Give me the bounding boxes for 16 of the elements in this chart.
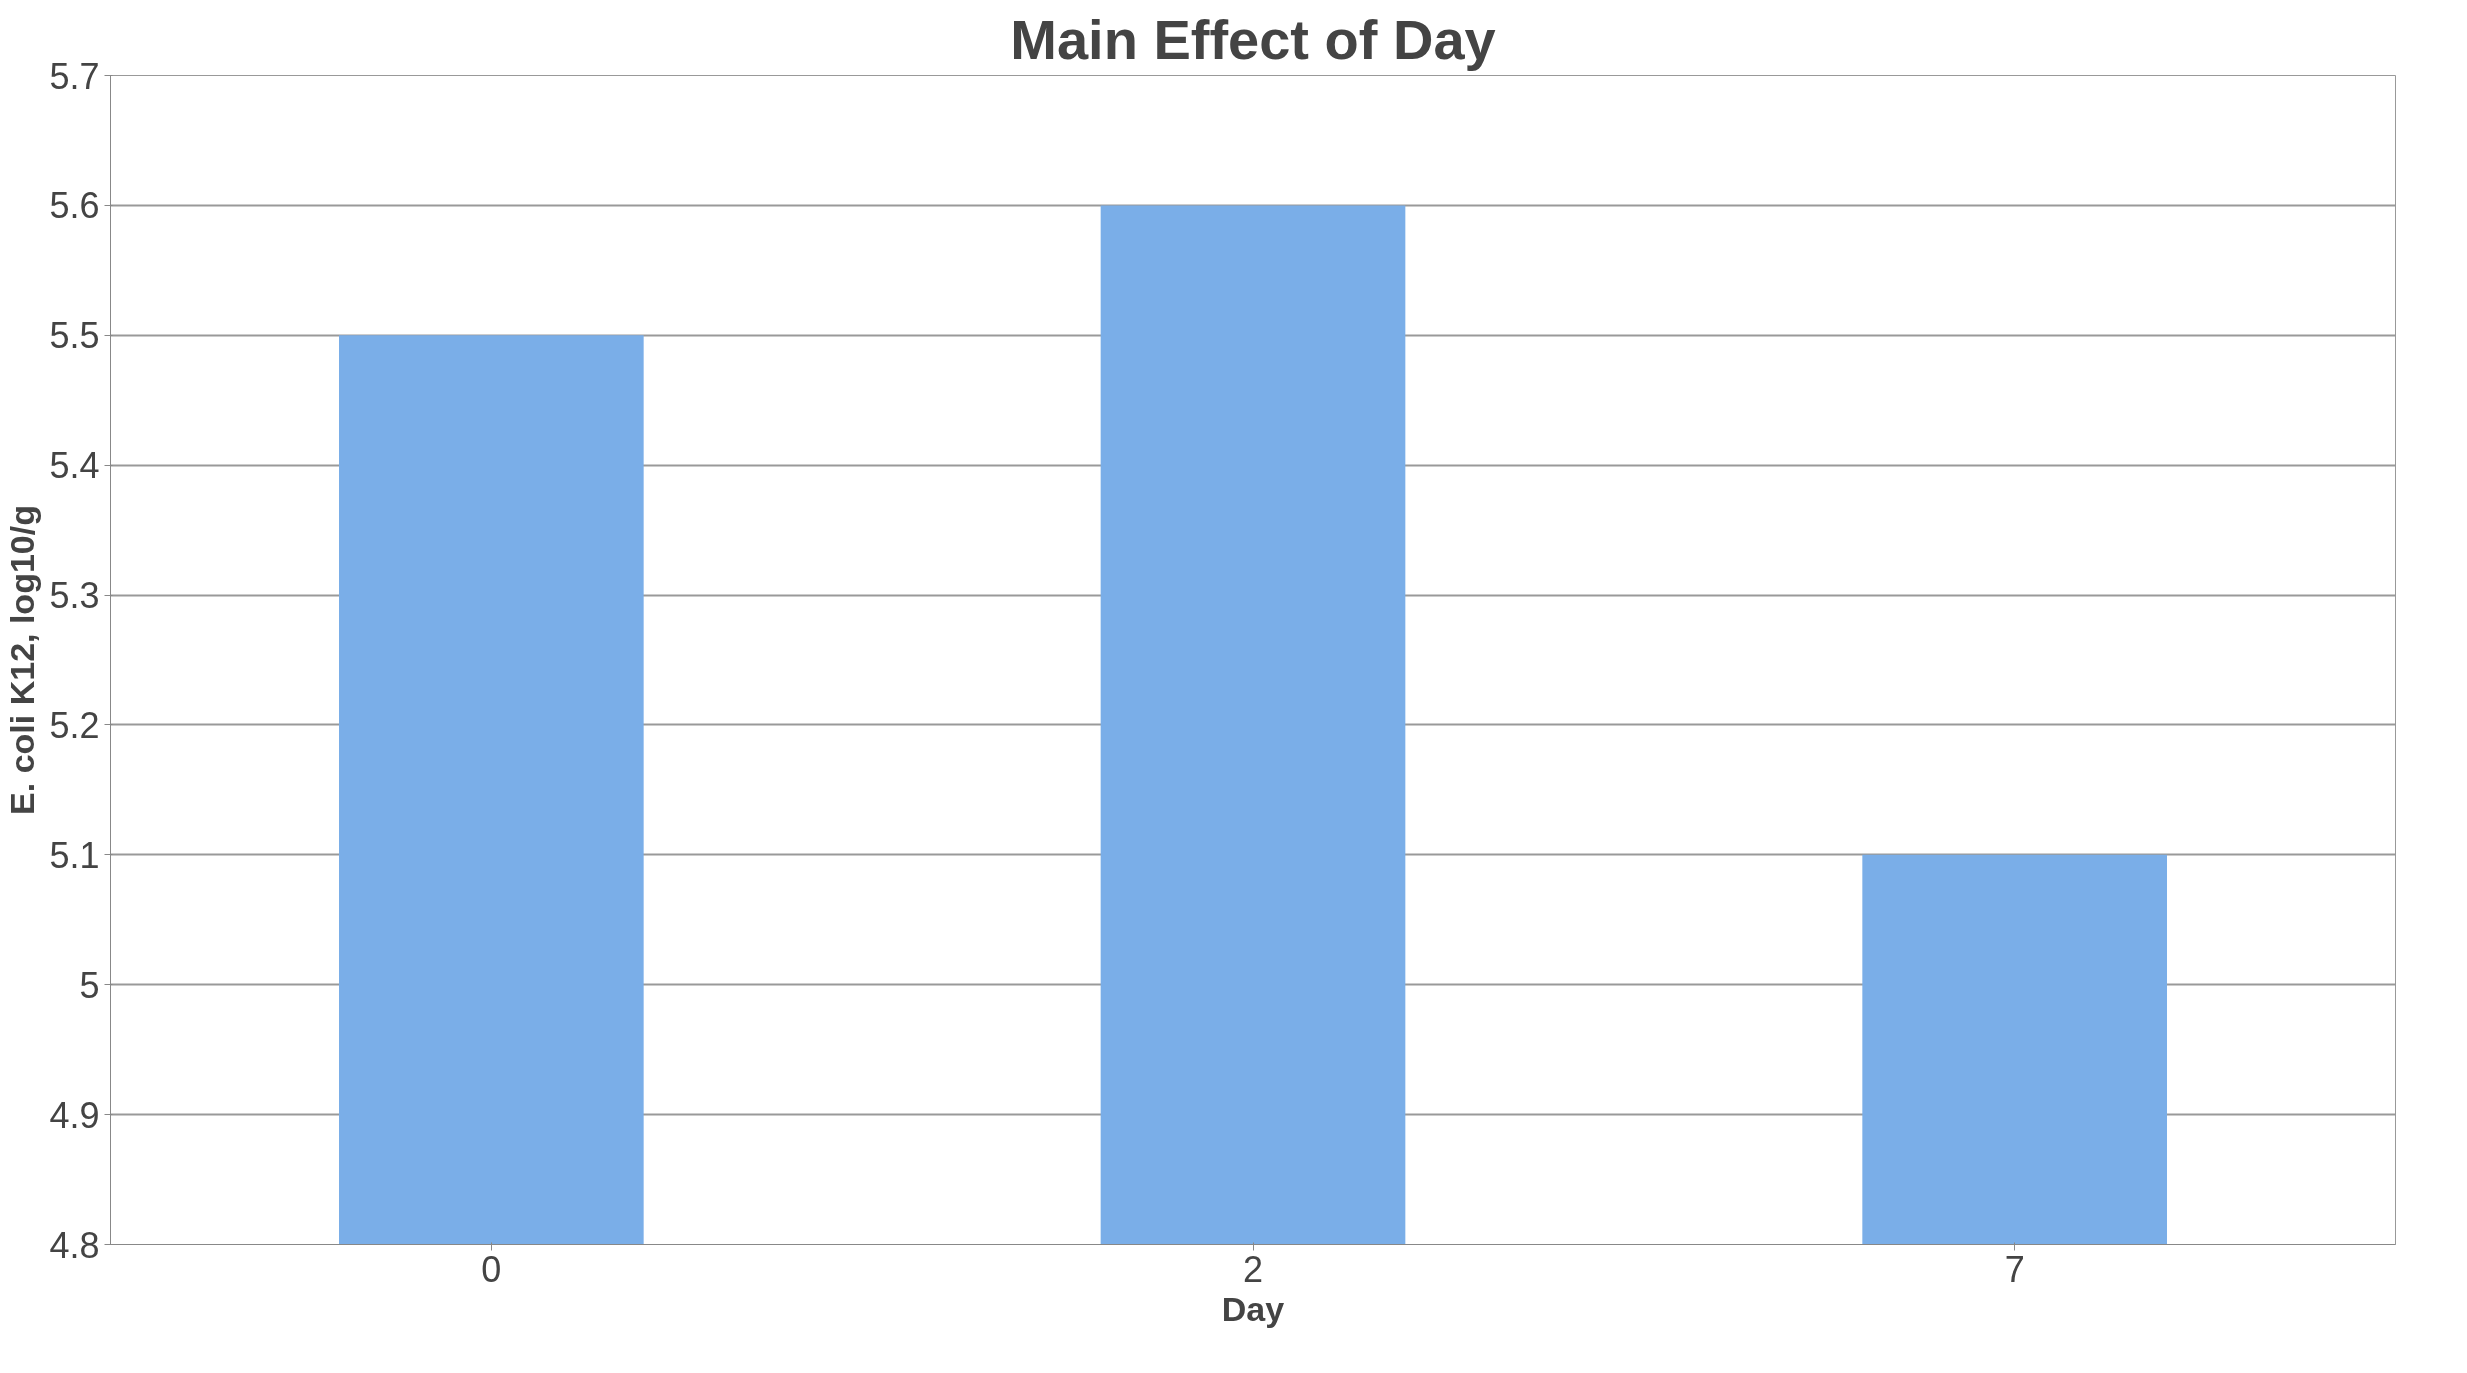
x-tick-label: 2 — [1242, 1248, 1264, 1290]
y-tick-label: 5.2 — [49, 704, 100, 746]
y-tick-label: 4.9 — [49, 1094, 100, 1136]
x-tick-label: 7 — [2004, 1248, 2025, 1290]
y-tick-label: 5.5 — [49, 315, 100, 357]
x-axis-title: Day — [1221, 1289, 1285, 1328]
y-tick-label: 5 — [79, 964, 100, 1006]
y-tick-label: 5.7 — [49, 55, 100, 97]
y-tick-label: 5.6 — [49, 185, 100, 227]
y-axis-title: E. coli K12, log10/g — [3, 505, 42, 815]
y-tick-label: 5.3 — [49, 575, 100, 617]
y-tick-label: 5.1 — [49, 834, 100, 876]
y-tick-label: 5.4 — [49, 445, 100, 487]
chart-title: Main Effect of Day — [1010, 7, 1496, 71]
y-tick-label: 4.8 — [49, 1224, 100, 1266]
x-tick-label: 0 — [481, 1248, 502, 1290]
